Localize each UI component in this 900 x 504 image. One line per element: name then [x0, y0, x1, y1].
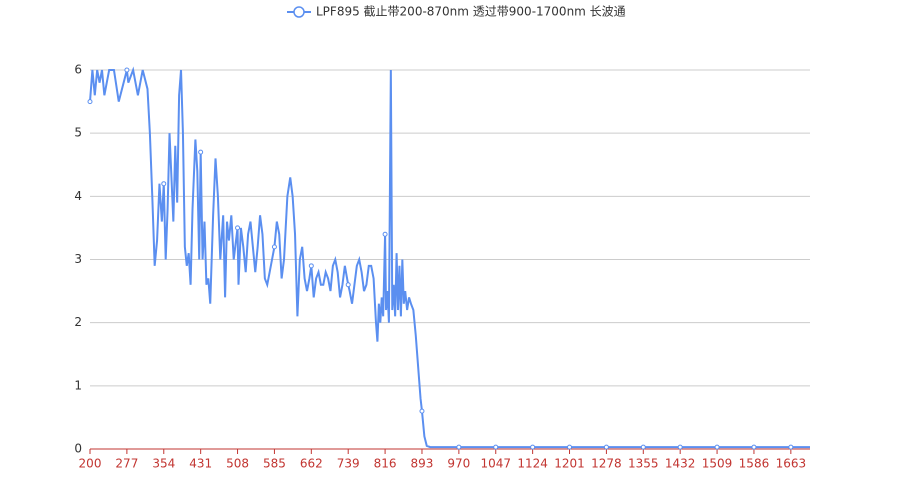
y-tick-label: 3 — [74, 252, 82, 266]
x-tick-label: 1278 — [591, 457, 622, 471]
data-point — [419, 408, 425, 414]
data-point — [124, 67, 130, 73]
legend-marker — [293, 6, 305, 18]
data-point — [530, 444, 536, 450]
data-point — [198, 149, 204, 155]
data-point — [751, 444, 757, 450]
x-tick-label: 431 — [189, 457, 212, 471]
x-tick-label: 200 — [79, 457, 102, 471]
y-tick-label: 1 — [74, 378, 82, 392]
data-point — [493, 444, 499, 450]
y-tick-label: 2 — [74, 315, 82, 329]
data-point — [308, 263, 314, 269]
x-tick-label: 1586 — [739, 457, 770, 471]
data-point — [603, 444, 609, 450]
x-tick-label: 739 — [337, 457, 360, 471]
data-line — [89, 66, 810, 449]
data-point — [677, 444, 683, 450]
data-point — [161, 181, 167, 187]
x-tick-label: 970 — [447, 457, 470, 471]
x-tick-label: 1432 — [665, 457, 696, 471]
x-tick-label: 816 — [374, 457, 397, 471]
x-tick-label: 1201 — [554, 457, 585, 471]
x-tick-label: 354 — [152, 457, 175, 471]
data-point — [714, 444, 720, 450]
y-tick-label: 0 — [74, 442, 82, 456]
data-point — [382, 231, 388, 237]
x-tick-label: 585 — [263, 457, 286, 471]
x-tick-label: 662 — [300, 457, 323, 471]
data-point — [456, 444, 462, 450]
data-point — [345, 282, 351, 288]
x-tick-label: 1355 — [628, 457, 659, 471]
legend-label: LPF895 截止带200-870nm 透过带900-1700nm 长波通 — [316, 5, 626, 19]
y-tick-label: 6 — [74, 63, 82, 77]
data-point — [87, 99, 93, 105]
x-tick-label: 1124 — [517, 457, 548, 471]
y-tick-label: 5 — [74, 126, 82, 140]
x-tick-label: 508 — [226, 457, 249, 471]
data-point — [788, 444, 794, 450]
data-point — [640, 444, 646, 450]
y-tick-label: 4 — [74, 189, 82, 203]
data-point — [271, 244, 277, 250]
x-tick-label: 893 — [411, 457, 434, 471]
x-tick-label: 1663 — [776, 457, 807, 471]
x-tick-label: 1047 — [480, 457, 511, 471]
x-tick-label: 277 — [115, 457, 138, 471]
data-point — [567, 444, 573, 450]
x-tick-label: 1509 — [702, 457, 733, 471]
data-point — [235, 225, 241, 231]
